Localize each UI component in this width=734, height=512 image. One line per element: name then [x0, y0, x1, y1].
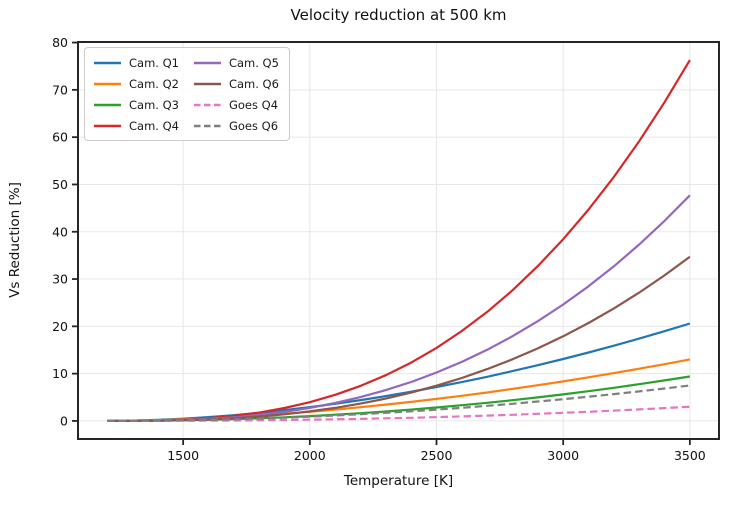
legend-label: Goes Q6 — [228, 118, 279, 133]
legend-item-cam-q2: Cam. Q2 — [94, 75, 179, 92]
series-line-cam-q1 — [107, 322, 691, 422]
y-axis-label: Vs Reduction [%] — [7, 182, 23, 298]
y-tick-label: 0 — [60, 413, 68, 428]
y-tick-label: 80 — [52, 35, 68, 50]
legend-label: Cam. Q5 — [228, 55, 279, 70]
legend-line-swatch-icon — [193, 124, 221, 127]
chart-title: Velocity reduction at 500 km — [290, 6, 507, 24]
x-tick-label: 2000 — [294, 448, 326, 463]
legend-line-swatch-icon — [94, 61, 121, 64]
x-tick-label: 2500 — [421, 448, 453, 463]
legend-label: Cam. Q6 — [228, 76, 279, 91]
legend-line-swatch-icon — [94, 124, 121, 127]
x-tick-label: 3500 — [674, 448, 706, 463]
x-tick-label: 3000 — [547, 448, 579, 463]
series-line-goes-q6 — [107, 384, 691, 422]
legend-line-swatch-icon — [193, 82, 221, 85]
legend-column: Cam. Q1 Cam. Q2 Cam. Q3 Cam. Q4 — [94, 54, 179, 134]
legend-line-swatch-icon — [94, 103, 121, 106]
legend-item-cam-q5: Cam. Q5 — [193, 54, 279, 71]
x-tick-label: 1500 — [167, 448, 199, 463]
legend-line-swatch-icon — [193, 61, 221, 64]
series-line-cam-q5 — [107, 194, 691, 422]
y-tick-label: 50 — [52, 177, 68, 192]
legend-item-cam-q3: Cam. Q3 — [94, 96, 179, 113]
legend-label: Cam. Q4 — [129, 118, 179, 133]
legend-item-cam-q6: Cam. Q6 — [193, 75, 279, 92]
y-tick-label: 30 — [52, 272, 68, 287]
legend-line-swatch-icon — [193, 103, 221, 106]
legend-line-swatch-icon — [94, 82, 121, 85]
y-tick-label: 10 — [52, 366, 68, 381]
y-tick-label: 70 — [52, 82, 68, 97]
legend-label: Cam. Q2 — [129, 76, 179, 91]
y-tick-label: 20 — [52, 319, 68, 334]
legend-column: Cam. Q5 Cam. Q6 Goes Q4 Goes Q6 — [193, 54, 279, 134]
y-tick-label: 60 — [52, 130, 68, 145]
x-axis-label: Temperature [K] — [343, 473, 454, 489]
legend: Cam. Q1 Cam. Q2 Cam. Q3 Cam. Q4 Cam. Q5 Cam. … — [84, 47, 290, 141]
legend-item-goes-q6: Goes Q6 — [193, 117, 279, 134]
legend-label: Cam. Q3 — [129, 97, 179, 112]
legend-label: Goes Q4 — [228, 97, 279, 112]
y-tick-label: 40 — [52, 224, 68, 239]
legend-label: Cam. Q1 — [129, 55, 179, 70]
series-line-cam-q3 — [107, 375, 691, 422]
legend-item-cam-q4: Cam. Q4 — [94, 117, 179, 134]
legend-item-cam-q1: Cam. Q1 — [94, 54, 179, 71]
legend-item-goes-q4: Goes Q4 — [193, 96, 279, 113]
axes-spines — [77, 41, 720, 440]
